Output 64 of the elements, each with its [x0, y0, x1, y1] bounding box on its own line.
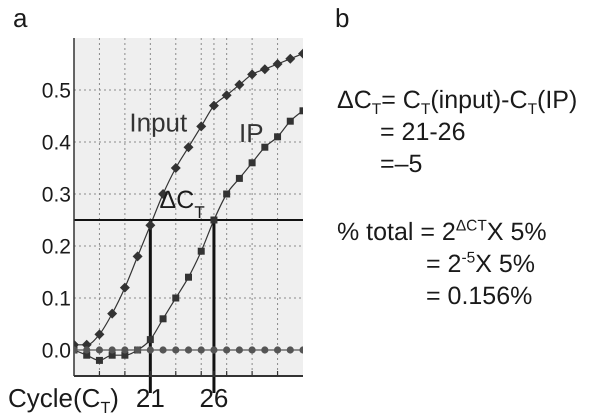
x-tick-label: 21	[136, 383, 165, 413]
point	[223, 346, 230, 354]
text: b	[335, 3, 350, 34]
point	[196, 121, 206, 132]
point	[248, 159, 256, 166]
point	[83, 346, 90, 354]
point	[236, 346, 243, 354]
point	[160, 315, 167, 322]
point	[184, 346, 192, 354]
point	[120, 282, 130, 293]
text: = 2$^{-5}$X 5%	[426, 248, 536, 280]
series-label: IP	[238, 118, 264, 148]
chart-title: a	[13, 3, 28, 34]
point	[121, 346, 128, 354]
point	[234, 80, 244, 90]
point	[198, 248, 205, 255]
annotation: ΔC$_{T}$	[160, 186, 205, 222]
point	[172, 294, 180, 302]
point	[272, 59, 283, 69]
point	[146, 346, 154, 354]
text: =–5	[380, 149, 422, 180]
point	[94, 329, 104, 340]
text: = 21-26	[380, 117, 466, 148]
point	[222, 90, 232, 100]
point	[236, 174, 243, 182]
y-tick-label: 0.1	[42, 287, 71, 310]
text: ΔC$_{T}$= C$_{T}$(input)-C$_{T}$(IP)	[337, 85, 578, 118]
point	[286, 118, 294, 125]
point	[248, 346, 256, 354]
point	[159, 346, 167, 354]
point	[184, 142, 194, 152]
text: = 0.156%	[426, 281, 532, 312]
point	[274, 133, 282, 140]
point	[210, 346, 218, 354]
point	[286, 346, 294, 354]
series-label: Input	[129, 107, 188, 138]
point	[172, 346, 180, 354]
point	[260, 64, 270, 74]
y-tick-label: 0.5	[42, 79, 71, 102]
point	[170, 163, 181, 173]
x-axis-title: Cycle(C$_{T}$)	[8, 383, 119, 418]
point	[96, 356, 103, 364]
x-tick-label: 26	[199, 383, 228, 413]
point	[285, 54, 296, 64]
point	[247, 69, 258, 80]
point	[223, 190, 230, 198]
point	[145, 220, 156, 230]
point	[108, 346, 116, 354]
point	[274, 346, 282, 354]
point	[261, 144, 268, 151]
point	[146, 336, 154, 344]
text: % total = 2$^{ΔCT}$X 5%	[337, 216, 547, 248]
point	[96, 346, 104, 354]
y-tick-label: 0.4	[42, 131, 72, 154]
point	[107, 308, 118, 319]
point	[208, 100, 219, 111]
point	[210, 216, 218, 224]
y-tick-label: 0.2	[42, 235, 71, 258]
point	[261, 346, 268, 354]
point	[185, 274, 192, 281]
y-tick-label: 0.3	[42, 183, 71, 206]
y-tick-label: 0.0	[42, 339, 71, 362]
point	[132, 251, 143, 262]
point	[198, 346, 205, 354]
